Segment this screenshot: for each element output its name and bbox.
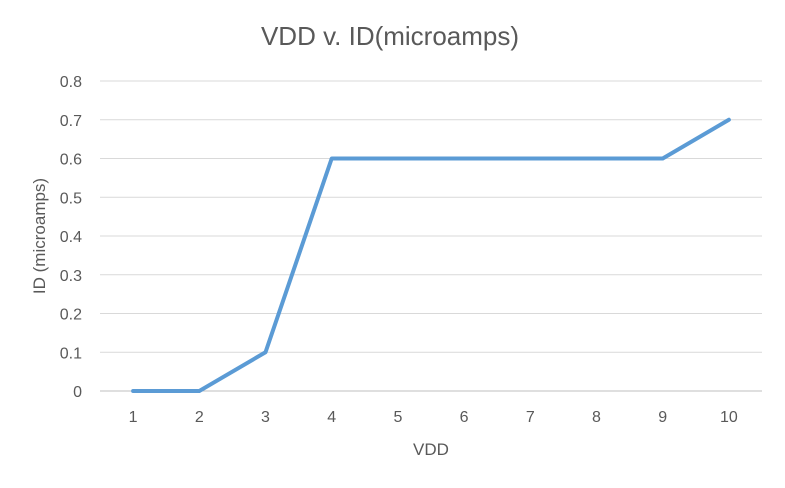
gridlines	[100, 80, 762, 392]
x-tick-label: 2	[195, 409, 204, 426]
x-tick-label: 1	[129, 409, 138, 426]
x-axis-label: VDD	[413, 440, 449, 459]
y-axis-label: ID (microamps)	[30, 178, 49, 294]
x-axis-ticks: 1 2 3 4 5 6 7 8 9 10	[129, 409, 738, 426]
y-tick-label: 0.8	[60, 74, 82, 91]
y-tick-label: 0.7	[60, 113, 82, 130]
x-tick-label: 4	[327, 409, 336, 426]
x-tick-label: 6	[460, 409, 469, 426]
x-tick-label: 8	[592, 409, 601, 426]
y-tick-label: 0	[73, 384, 82, 401]
y-tick-label: 0.1	[60, 345, 82, 362]
x-tick-label: 10	[720, 409, 738, 426]
y-tick-label: 0.5	[60, 190, 82, 207]
y-tick-label: 0.4	[60, 229, 82, 246]
x-tick-label: 3	[261, 409, 270, 426]
x-tick-label: 9	[658, 409, 667, 426]
series-line	[131, 117, 731, 393]
chart-title: VDD v. ID(microamps)	[261, 21, 519, 51]
y-tick-label: 0.3	[60, 268, 82, 285]
y-tick-label: 0.2	[60, 307, 82, 324]
x-tick-label: 7	[526, 409, 535, 426]
series-layer	[131, 117, 731, 393]
y-axis-ticks: 0 0.1 0.2 0.3 0.4 0.5 0.6 0.7 0.8	[60, 74, 82, 401]
x-tick-label: 5	[393, 409, 402, 426]
y-tick-label: 0.6	[60, 152, 82, 169]
